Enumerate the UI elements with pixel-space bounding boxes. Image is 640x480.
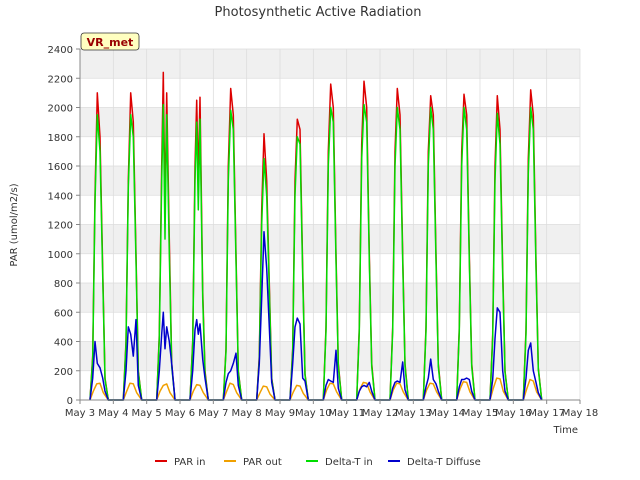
y-tick-label: 1000	[48, 250, 73, 261]
x-tick-label: May 16	[495, 408, 532, 419]
y-tick-label: 800	[54, 279, 73, 290]
background-band	[80, 341, 580, 371]
background-band	[80, 166, 580, 196]
x-tick-label: May 9	[265, 408, 295, 419]
x-tick-label: May 6	[165, 408, 195, 419]
legend: PAR in PAR out Delta-T in Delta-T Diffuse	[155, 457, 481, 468]
x-tick-label: May 8	[232, 408, 262, 419]
x-axis-label: Time	[553, 425, 578, 436]
x-tick-label: May 17	[528, 408, 565, 419]
x-tick-label: May 13	[395, 408, 432, 419]
background-band	[80, 312, 580, 342]
legend-label: Delta-T Diffuse	[407, 457, 481, 468]
x-tick-label: May 12	[362, 408, 399, 419]
x-tick-label: May 11	[328, 408, 365, 419]
y-tick-label: 400	[54, 338, 73, 349]
x-tick-label: May 14	[428, 408, 465, 419]
background-band	[80, 224, 580, 254]
x-tick-label: May 10	[295, 408, 332, 419]
site-label-box: VR_met	[80, 32, 140, 51]
y-tick-label: 0	[67, 396, 73, 407]
legend-label: Delta-T in	[325, 457, 373, 468]
y-tick-label: 200	[54, 367, 73, 378]
chart-title: Photosynthetic Active Radiation	[215, 5, 422, 20]
series-line-delta-t-diffuse	[89, 231, 543, 401]
y-tick-label: 1400	[48, 191, 73, 202]
legend-label: PAR in	[174, 457, 205, 468]
y-tick-label: 1600	[48, 162, 73, 173]
x-tick-label: May 3	[65, 408, 95, 419]
x-tick-label: May 7	[198, 408, 228, 419]
background-band	[80, 253, 580, 283]
background-band	[80, 283, 580, 313]
site-label: VR_met	[87, 36, 134, 49]
background-band	[80, 195, 580, 225]
x-tick-label: May 18	[562, 408, 599, 419]
y-tick-label: 2200	[48, 74, 73, 85]
y-tick-label: 2400	[48, 45, 73, 56]
x-tick-label: May 15	[462, 408, 499, 419]
y-axis-ticks: 0 200 400 600 800 1000 1200 1400 1600 1800 2000 220…	[48, 45, 80, 407]
y-axis-label: PAR (umol/m2/s)	[9, 183, 20, 266]
y-tick-label: 1200	[48, 221, 73, 232]
x-tick-label: May 5	[132, 408, 162, 419]
background-band	[80, 49, 580, 79]
x-axis-ticks: May 3 May 4 May 5 May 6 May 7 May 8 May 9 May 1…	[65, 400, 598, 419]
y-tick-label: 1800	[48, 133, 73, 144]
y-tick-label: 2000	[48, 104, 73, 115]
x-tick-label: May 4	[98, 408, 128, 419]
y-tick-label: 600	[54, 308, 73, 319]
legend-label: PAR out	[243, 457, 282, 468]
